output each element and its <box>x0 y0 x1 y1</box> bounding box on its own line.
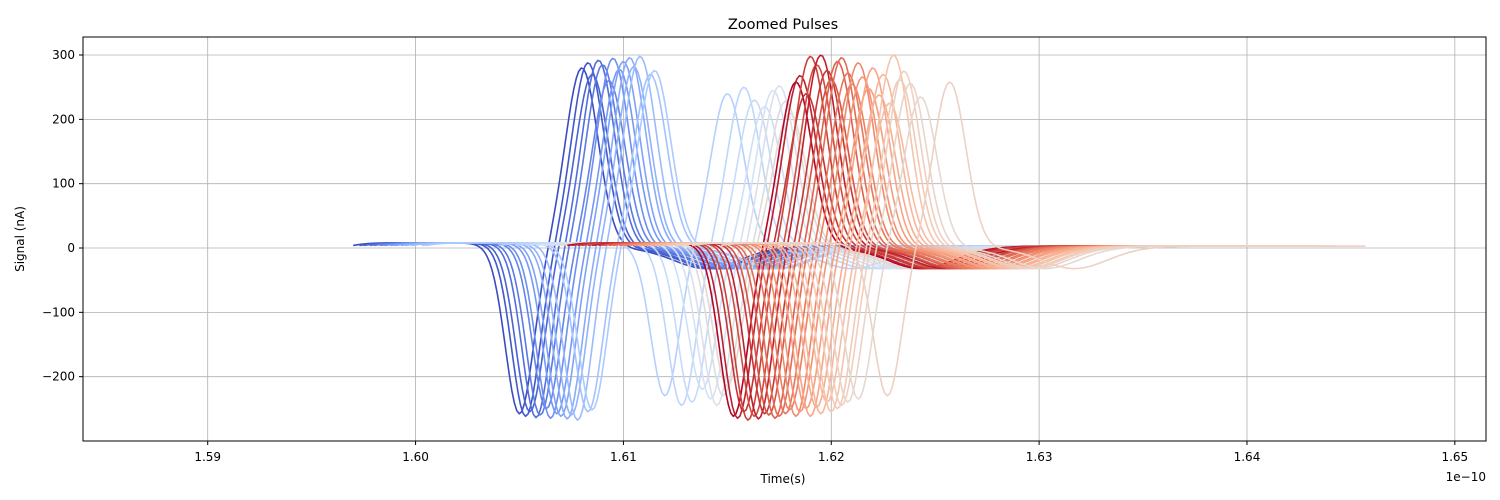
y-tick-label: 200 <box>52 112 75 126</box>
x-tick-label: 1.65 <box>1441 450 1468 464</box>
y-tick-label: −100 <box>42 305 75 319</box>
x-tick-label: 1.64 <box>1234 450 1261 464</box>
x-axis-ticks: 1.59 1.60 1.61 1.62 1.63 1.64 1.65 <box>194 441 1468 464</box>
chart-title: Zoomed Pulses <box>728 17 838 33</box>
y-tick-label: 100 <box>52 177 75 191</box>
x-tick-label: 1.60 <box>402 450 429 464</box>
x-tick-label: 1.63 <box>1026 450 1053 464</box>
series-layer <box>353 54 1366 421</box>
y-axis-title: Signal (nA) <box>13 206 27 272</box>
x-tick-label: 1.62 <box>818 450 845 464</box>
y-tick-label: 0 <box>67 241 75 255</box>
x-tick-label: 1.59 <box>194 450 221 464</box>
y-tick-label: −200 <box>42 370 75 384</box>
pulse-series-line <box>720 81 1366 397</box>
y-tick-label: 300 <box>52 48 75 62</box>
y-axis-ticks: 300 200 100 0 −100 −200 <box>42 48 83 384</box>
x-tick-label: 1.61 <box>610 450 637 464</box>
x-axis-title: Time(s) <box>760 472 806 486</box>
x-offset-label: 1e−10 <box>1446 470 1486 484</box>
plot-frame <box>82 36 1487 442</box>
